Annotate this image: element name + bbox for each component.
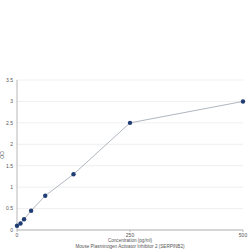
grid-line [17,187,243,188]
chart: 00.511.522.533.50250500Concentration (pg… [0,0,250,250]
y-tick-label: 0 [10,227,13,233]
grid-line [17,165,243,166]
y-tick-label: 3 [10,98,13,104]
x-tick-label: 0 [16,232,19,238]
y-tick-label: 2.5 [6,120,13,126]
grid-line [17,144,243,145]
y-tick-label: 1.5 [6,163,13,169]
point [241,99,245,103]
grid-line [17,101,243,102]
point [71,172,75,176]
point [29,209,33,213]
subtitle: Mouse Plasminogen Activator Inhibitor 2 … [75,244,184,249]
grid-line [17,80,243,81]
x-tick-label: 500 [239,232,248,238]
point [128,121,132,125]
y-tick-label: 0.5 [6,205,13,211]
y-axis [17,80,18,230]
y-tick-label: 2 [10,141,13,147]
grid-line [17,208,243,209]
point [43,194,47,198]
y-axis-label: OD [0,151,5,159]
x-axis [17,230,243,231]
point [22,217,26,221]
chart-root: 00.511.522.533.50250500Concentration (pg… [0,0,250,250]
plot-area [15,99,245,228]
y-tick-label: 3.5 [6,77,13,83]
y-tick-label: 1 [10,184,13,190]
point [18,221,22,225]
x-axis-label: Concentration (pg/ml) [108,238,153,243]
curve [17,101,243,225]
